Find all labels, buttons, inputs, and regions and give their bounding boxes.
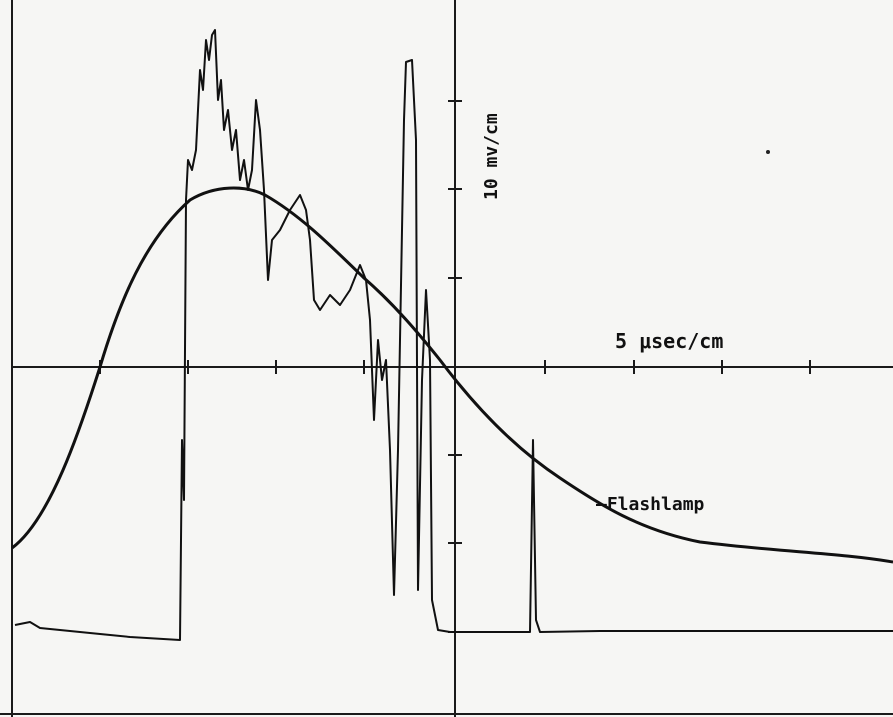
horizontal-scale-label: 5 μsec/cm — [615, 329, 723, 353]
speck — [766, 150, 770, 154]
trace-label: —Flashlamp — [596, 494, 705, 515]
vertical-scale-label: 10 mv/cm — [481, 113, 502, 200]
vertical-ticks — [448, 100, 462, 633]
signal-trace — [14, 29, 893, 641]
flashlamp-curve — [11, 186, 893, 564]
